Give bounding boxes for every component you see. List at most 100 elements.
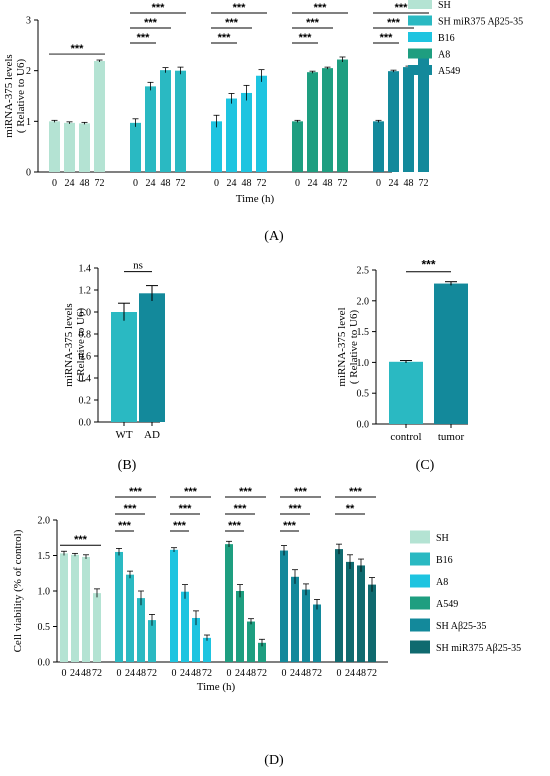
- legend-label: A549: [436, 599, 458, 610]
- bar: [137, 598, 145, 662]
- significance-label: ***: [129, 486, 143, 498]
- legend-label: SH miR375 Aβ25-35: [436, 643, 521, 654]
- y-axis-label: Cell viability (% of control): [12, 529, 24, 652]
- bar: [258, 642, 266, 662]
- legend-label: B16: [436, 555, 453, 566]
- y-tick-label: 1.0: [38, 587, 51, 598]
- bar: [60, 553, 68, 662]
- significance-label: ***: [118, 520, 132, 532]
- x-tick-label: 48: [246, 668, 256, 679]
- bar: [93, 593, 101, 662]
- significance-label: ***: [225, 17, 239, 29]
- x-tick-label: 24: [227, 178, 237, 189]
- bar: [170, 549, 178, 662]
- bar: [82, 556, 90, 662]
- legend-swatch: [408, 65, 432, 75]
- x-tick-label: 48: [404, 178, 414, 189]
- significance-label: ***: [314, 2, 328, 14]
- legend-label: B16: [438, 33, 455, 44]
- significance-label: ***: [152, 2, 166, 14]
- x-tick-label: 48: [80, 178, 90, 189]
- legend-swatch: [410, 596, 430, 610]
- y-tick-label: 1.2: [79, 286, 92, 297]
- bar: [94, 61, 105, 172]
- x-tick-label: 72: [338, 178, 348, 189]
- legend-swatch: [410, 618, 430, 632]
- y-axis-label: ( Relative to U6): [348, 310, 360, 385]
- bar: [322, 68, 333, 172]
- y-tick-label: 1.0: [357, 358, 370, 369]
- legend-swatch: [410, 530, 430, 544]
- y-tick-label: 0.0: [79, 418, 92, 429]
- significance-label: ***: [421, 258, 435, 272]
- y-tick-label: 1.5: [357, 327, 370, 338]
- x-tick-label: 72: [147, 668, 157, 679]
- x-tick-label: 0: [295, 178, 300, 189]
- x-axis-label: Time (h): [236, 193, 275, 205]
- x-tick-label: 24: [125, 668, 135, 679]
- bar: [79, 123, 90, 172]
- bar: [434, 283, 468, 424]
- bar: [307, 72, 318, 172]
- x-tick-label: 48: [323, 178, 333, 189]
- x-tick-label: 72: [312, 668, 322, 679]
- bar: [236, 591, 244, 662]
- legend-swatch: [410, 552, 430, 566]
- significance-label: ***: [233, 2, 247, 14]
- significance-label: ***: [294, 486, 308, 498]
- significance-label: ***: [74, 534, 88, 546]
- bar: [388, 71, 399, 172]
- bar: [192, 617, 200, 662]
- significance-label: ***: [144, 17, 158, 29]
- x-tick-label: 48: [301, 668, 311, 679]
- significance-label: ***: [179, 503, 193, 515]
- x-tick-label: 24: [345, 668, 355, 679]
- bar: [302, 589, 310, 662]
- bar: [256, 75, 267, 172]
- bar: [49, 121, 60, 172]
- legend-label: A8: [438, 50, 450, 61]
- bar: [247, 621, 255, 662]
- legend-swatch: [408, 0, 432, 9]
- x-tick-label: 0: [62, 668, 67, 679]
- significance-label: ***: [173, 520, 187, 532]
- bar: [226, 98, 237, 172]
- significance-label: ***: [71, 43, 85, 55]
- significance-label: ***: [228, 520, 242, 532]
- bar: [373, 121, 384, 172]
- significance-label: ***: [349, 486, 363, 498]
- x-tick-label: 0: [337, 668, 342, 679]
- bar: [64, 122, 75, 172]
- x-tick-label: 24: [389, 178, 399, 189]
- legend-label: SH Aβ25-35: [436, 621, 486, 632]
- x-tick-label: 48: [242, 178, 252, 189]
- bar: [160, 70, 171, 172]
- bar: [111, 312, 137, 422]
- legend-swatch: [410, 640, 430, 654]
- y-tick-label: 2.0: [357, 296, 370, 307]
- bar: [203, 637, 211, 662]
- x-tick-label: 72: [367, 668, 377, 679]
- y-axis-label: miRNA-375 level: [336, 307, 348, 386]
- y-tick-label: 0.2: [79, 396, 92, 407]
- bar: [280, 550, 288, 662]
- y-axis-label: ( Relative to U6): [75, 308, 87, 383]
- y-tick-label: 2: [26, 66, 31, 77]
- x-tick-label: 48: [136, 668, 146, 679]
- bar: [241, 92, 252, 172]
- x-tick-label: 0: [172, 668, 177, 679]
- bar: [291, 576, 299, 662]
- legend-label: A8: [436, 577, 448, 588]
- significance-label: ***: [306, 17, 320, 29]
- x-tick-label: AD: [144, 429, 160, 441]
- significance-label: ***: [283, 520, 297, 532]
- x-tick-label: 48: [191, 668, 201, 679]
- bar: [418, 53, 429, 172]
- legend-label: A549: [438, 66, 460, 77]
- bar: [71, 554, 79, 662]
- legend-label: SH: [438, 0, 451, 11]
- legend-swatch: [408, 15, 432, 26]
- panel-b-letter: (B): [118, 458, 137, 473]
- x-tick-label: 0: [133, 178, 138, 189]
